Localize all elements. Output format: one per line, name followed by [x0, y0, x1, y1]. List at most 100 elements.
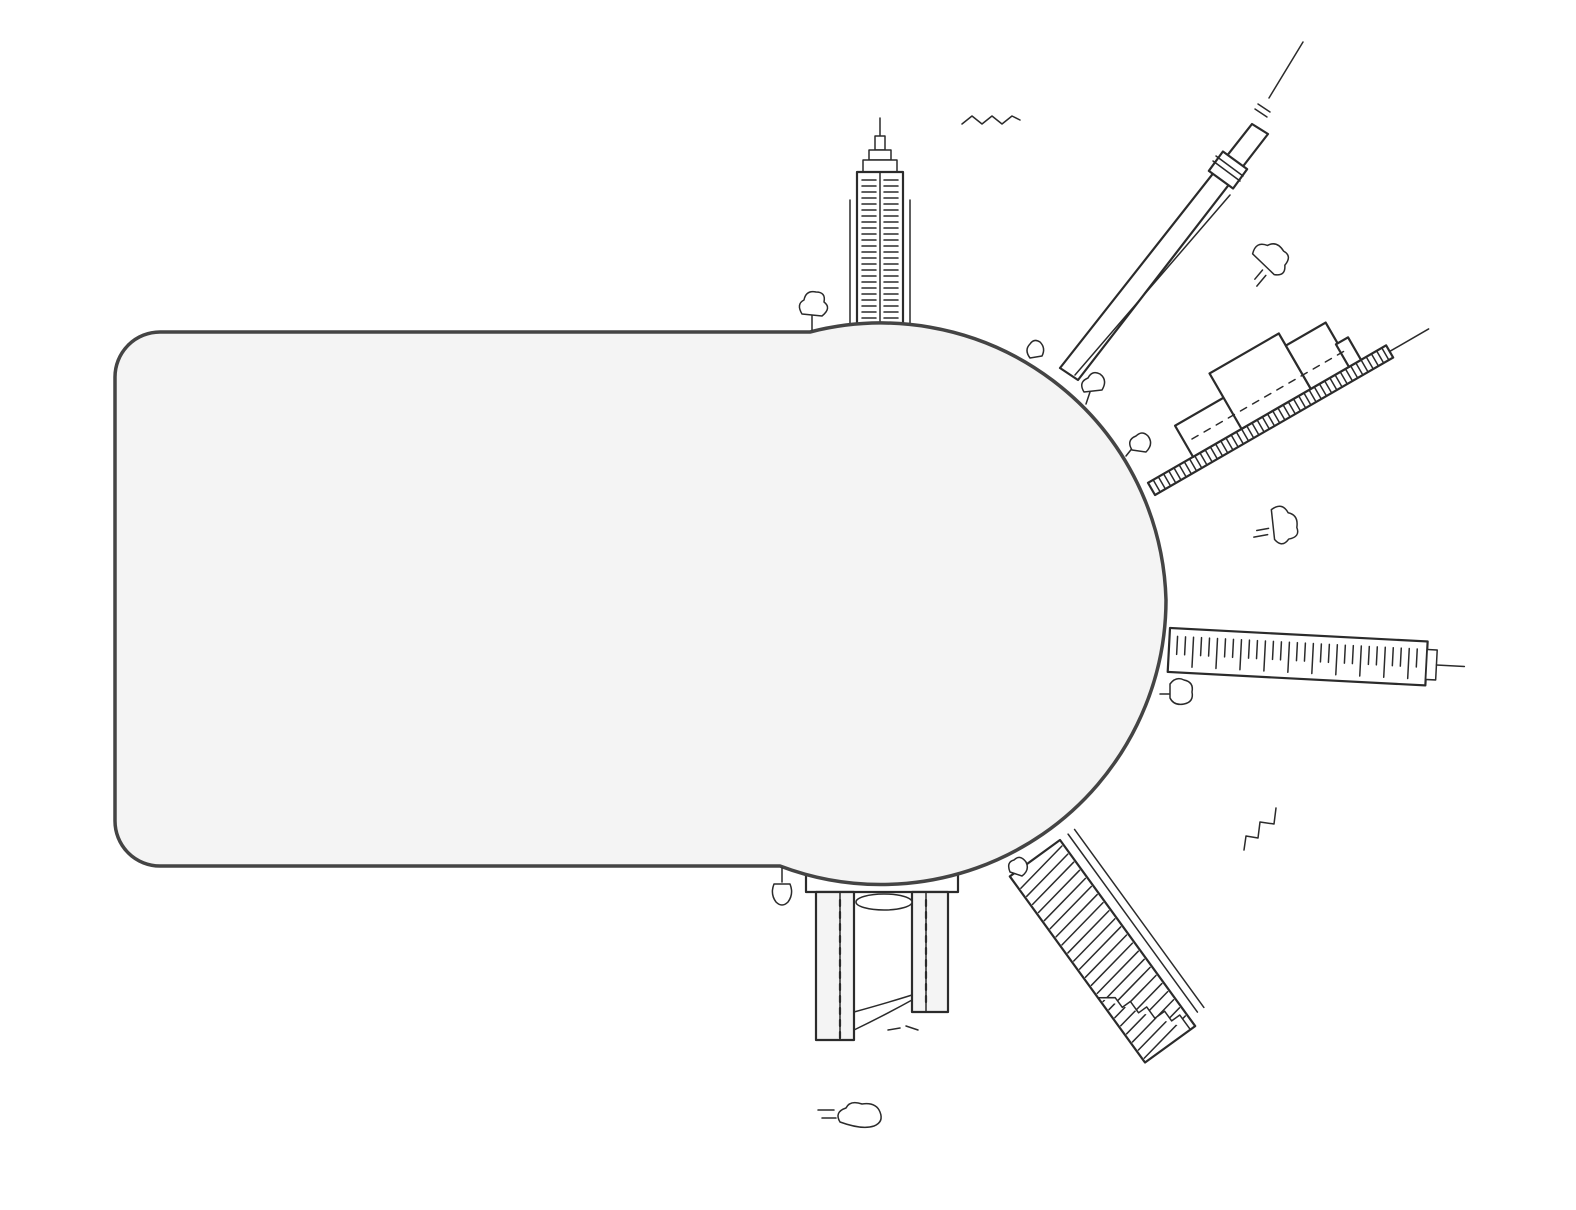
- cloud-icon: [1251, 243, 1290, 287]
- building-detail-line: [1287, 401, 1297, 415]
- building-detail-line: [1073, 918, 1116, 962]
- building-detail-line: [1327, 643, 1331, 664]
- building-detail-line: [1370, 353, 1380, 367]
- building-detail-line: [1324, 357, 1333, 363]
- skyscraper-icon: [849, 117, 911, 334]
- building-detail-line: [1219, 440, 1229, 454]
- building-detail-line: [1037, 869, 1081, 914]
- building-detail-line: [1313, 386, 1323, 400]
- building-detail-line: [1162, 473, 1172, 487]
- building-detail-line: [1025, 853, 1069, 898]
- building-detail-line: [1191, 636, 1195, 668]
- building-detail-line: [1031, 861, 1075, 906]
- building-detail-line: [1277, 407, 1286, 421]
- building-detail-line: [1067, 910, 1110, 954]
- building-detail-line: [1239, 406, 1248, 412]
- building-detail-line: [1049, 885, 1093, 930]
- building-detail-line: [1339, 371, 1349, 385]
- building-detail-line: [1399, 647, 1403, 667]
- building-detail-line: [1415, 648, 1418, 668]
- building-detail-line: [1251, 422, 1260, 436]
- building-detail-line: [1375, 350, 1385, 364]
- building-detail-line: [1183, 636, 1187, 656]
- building-detail-line: [1381, 347, 1390, 361]
- building-detail-line: [1266, 413, 1276, 427]
- building-detail-line: [1152, 479, 1161, 493]
- building-detail-line: [1336, 350, 1345, 356]
- tree-icon: [1159, 677, 1194, 706]
- building-detail-line: [1235, 431, 1245, 445]
- building-detail-line: [1240, 428, 1250, 442]
- building-detail-line: [1102, 958, 1145, 1003]
- building-detail-line: [1247, 639, 1251, 659]
- tree-icon: [771, 867, 793, 906]
- building-detail-line: [1157, 476, 1167, 490]
- tv-tower-icon: [1058, 41, 1304, 382]
- striped-tower-icon: [1008, 828, 1205, 1064]
- building-detail-line: [1323, 380, 1333, 394]
- building-detail-line: [1223, 638, 1227, 658]
- building-detail-line: [1303, 392, 1312, 406]
- building-detail-line: [1367, 645, 1371, 666]
- tree-icon: [798, 290, 829, 331]
- building-detail-line: [1312, 364, 1321, 370]
- building-detail-line: [1391, 646, 1395, 667]
- building-detail-line: [1375, 646, 1379, 666]
- building-detail-line: [1279, 641, 1283, 661]
- building-detail-line: [1311, 642, 1315, 675]
- building-detail-line: [1292, 398, 1302, 412]
- building-detail-line: [1271, 410, 1281, 424]
- building-detail-line: [1209, 446, 1219, 460]
- building-detail-line: [1334, 374, 1343, 388]
- building-detail-line: [1245, 425, 1255, 439]
- bird-icon: [1243, 807, 1277, 851]
- slanted-tower-icon: [1166, 626, 1466, 687]
- building-detail-line: [1329, 377, 1338, 391]
- building-detail-line: [1276, 385, 1284, 391]
- building-detail-line: [1343, 644, 1347, 664]
- building-detail-line: [1300, 371, 1308, 377]
- building-detail-line: [1256, 419, 1265, 433]
- building-detail-line: [1251, 399, 1260, 405]
- content-panel: [113, 321, 1168, 887]
- building-detail-line: [1137, 1007, 1181, 1051]
- building-detail-line: [1351, 644, 1355, 665]
- building-detail-line: [1168, 470, 1177, 484]
- building-detail-line: [1199, 636, 1203, 657]
- building-detail-line: [1365, 356, 1374, 370]
- building-detail-line: [1225, 437, 1234, 451]
- building-detail-line: [1207, 637, 1211, 657]
- twin-tower-icon: [804, 868, 960, 1042]
- building-detail-line: [1183, 461, 1193, 475]
- building-detail-line: [1194, 455, 1203, 469]
- tree-icon: [1007, 856, 1029, 877]
- building-detail-line: [1308, 389, 1317, 403]
- building-detail-line: [1288, 378, 1296, 384]
- building-detail-line: [1131, 998, 1175, 1043]
- building-detail-line: [1263, 640, 1267, 672]
- building-detail-line: [1360, 359, 1369, 373]
- building-detail-line: [1282, 404, 1291, 418]
- bird-icon: [961, 115, 1021, 125]
- building-detail-line: [1263, 392, 1272, 398]
- building-detail-line: [1204, 449, 1213, 463]
- building-detail-line: [1055, 893, 1098, 938]
- building-detail-line: [1255, 639, 1259, 660]
- building-detail-line: [1295, 641, 1299, 662]
- building-detail-line: [1173, 467, 1182, 481]
- tree-icon: [1125, 432, 1152, 457]
- building-detail-line: [1406, 647, 1411, 680]
- building-detail-line: [1227, 413, 1236, 419]
- building-detail-line: [1239, 639, 1243, 671]
- building-detail-line: [1120, 982, 1163, 1027]
- building-detail-line: [1078, 926, 1122, 970]
- building-detail-line: [1020, 845, 1063, 889]
- building-detail-line: [1096, 950, 1140, 995]
- building-detail-line: [1191, 434, 1199, 440]
- building-detail-line: [1358, 645, 1363, 677]
- building-detail-line: [1188, 458, 1198, 472]
- building-detail-line: [1231, 638, 1235, 659]
- cloud-icon: [817, 1101, 882, 1129]
- building-detail-line: [1382, 646, 1387, 679]
